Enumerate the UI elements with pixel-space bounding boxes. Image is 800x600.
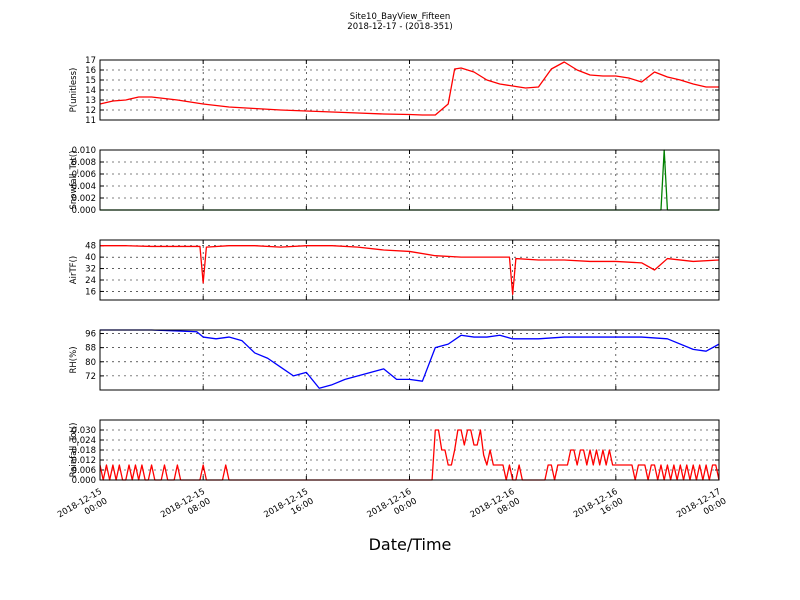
y-tick-label: 80 [85,358,96,368]
panel-2: 0.000 0.002 0.004 0.006 0.008 0.010Snowfall_T… [69,146,720,216]
y-tick-label: 96 [85,330,96,340]
plot-frame [99,149,720,211]
plot-frame [99,329,720,391]
series-line-3-1 [100,245,720,295]
y-tick-label: 48 [85,242,96,252]
y-tick-label: 0.000 [72,476,96,486]
plot-frame [99,419,720,481]
y-tick-label: 11 [85,116,96,126]
y-tick-label: 0.030 [72,426,96,436]
chart-subtitle: 2018-12-17 - (2018-351) [347,22,452,32]
chart-panels: 11121314151617P(unitless)0.0000.0020.004… [69,56,720,486]
y-tick-label: 13 [85,96,96,106]
y-axis-label: RH(%) [69,346,79,373]
y-tick-label: 0.006 [72,170,96,180]
y-tick-label: 15 [85,76,96,86]
chart-title: Site10_BayView_Fifteen [350,12,451,22]
y-tick-label: 0.024 [72,436,96,446]
y-tick-label: 17 [85,56,96,66]
series-line-5-1 [99,429,720,481]
series-line-1-1 [99,61,719,116]
y-tick-label: 32 [85,265,96,275]
y-tick-label: 0.004 [72,182,96,192]
y-axis-label: AirTF() [69,256,79,284]
y-axis-label: P(unitless) [69,68,79,113]
panel-5: 0.0000.0060.0120.0180.0240.030Rainfall_T… [69,419,720,486]
y-tick-label: 0.006 [72,466,96,476]
y-axis-label: Snowfall_Tot() [69,150,79,209]
y-tick-label: 0.010 [72,146,96,156]
y-tick-label: 0.012 [72,456,96,466]
y-tick-label: 24 [85,276,96,286]
y-tick-label: 72 [85,372,96,382]
plot-frame [99,59,720,121]
x-axis-label: Date/Time [369,535,452,554]
y-tick-label: 12 [85,106,96,116]
y-tick-label: 0.000 [72,206,96,216]
plot-frame [99,239,720,301]
y-axis-label: Rainfall_Tot() [69,423,79,478]
y-tick-label: 88 [85,344,96,354]
y-tick-label: 14 [85,86,96,96]
series-line-4-1 [100,329,720,389]
y-tick-label: 40 [85,253,96,263]
y-tick-label: 0.008 [72,158,96,168]
y-tick-label: 0.018 [72,446,96,456]
panel-4: 72 80 88 96 RH(%) [69,329,720,391]
y-tick-label: 16 [85,287,96,297]
y-tick-label: 16 [85,66,96,76]
y-tick-label: 0.002 [72,194,96,204]
